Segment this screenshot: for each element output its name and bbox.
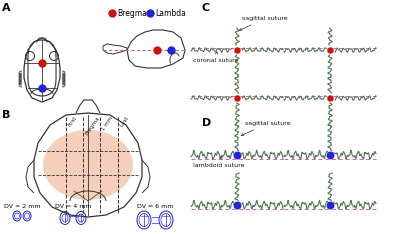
Ellipse shape: [43, 130, 133, 200]
Text: First: First: [67, 115, 78, 127]
Text: Bregma: Bregma: [84, 115, 100, 135]
Text: C: C: [202, 3, 210, 13]
Text: Last: Last: [119, 115, 130, 127]
Text: DV = 4 mm: DV = 4 mm: [55, 204, 91, 209]
Text: sagittal suture: sagittal suture: [239, 16, 288, 31]
Text: Lambda: Lambda: [155, 8, 186, 18]
Text: DV = 2 mm: DV = 2 mm: [4, 204, 40, 209]
Text: DV = 6 mm: DV = 6 mm: [137, 204, 173, 209]
Text: D: D: [202, 118, 211, 128]
Text: A: A: [2, 3, 11, 13]
Text: Bregma: Bregma: [117, 8, 147, 18]
Text: coronal suture: coronal suture: [193, 52, 238, 63]
Text: sagittal suture: sagittal suture: [241, 121, 291, 136]
Text: lambdoid suture: lambdoid suture: [193, 157, 244, 168]
Text: 1 mm: 1 mm: [101, 115, 114, 131]
Text: B: B: [2, 110, 10, 120]
